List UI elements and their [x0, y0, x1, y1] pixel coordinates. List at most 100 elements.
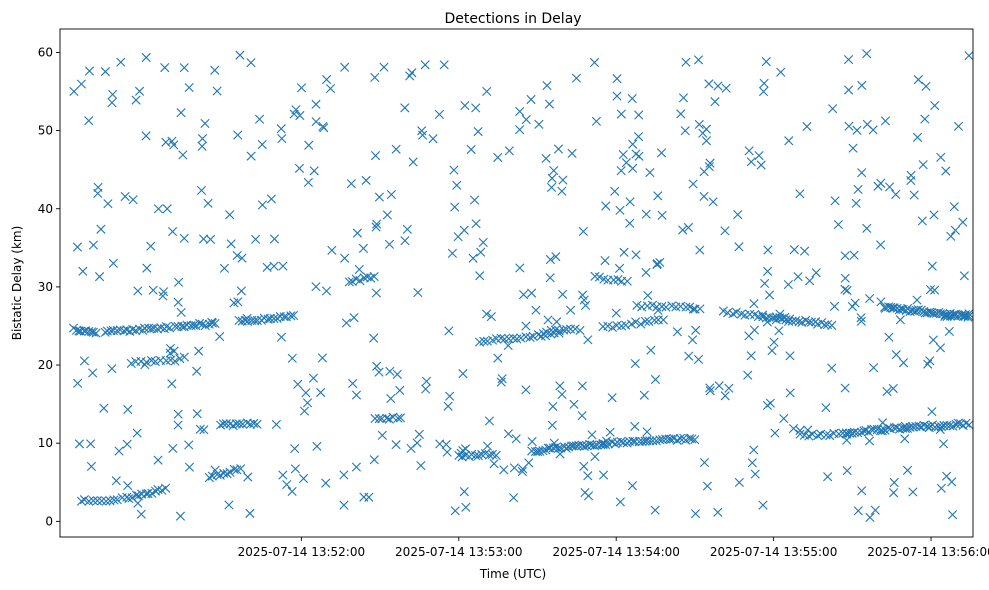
- detection-point: [547, 420, 557, 430]
- detection-point: [552, 317, 562, 327]
- detection-point-track: [936, 422, 947, 432]
- detection-point-track: [804, 317, 814, 327]
- detection-point: [929, 210, 939, 220]
- detection-point-track: [499, 334, 510, 344]
- detection-point-track: [889, 303, 899, 313]
- detection-point: [142, 263, 152, 273]
- detection-point: [482, 441, 493, 451]
- detection-point: [86, 461, 97, 472]
- detection-point: [219, 263, 230, 273]
- detection-point: [134, 86, 145, 96]
- detection-point: [750, 469, 760, 479]
- detection-point: [789, 245, 799, 255]
- detection-point: [441, 439, 451, 450]
- detection-point-track: [964, 420, 974, 430]
- detection-point-track: [124, 493, 134, 504]
- chart-title: Detections in Delay: [444, 11, 581, 27]
- detection-point: [128, 195, 138, 205]
- detection-point-track: [76, 496, 87, 506]
- detection-point-track: [347, 276, 357, 287]
- detection-point: [964, 51, 974, 61]
- detection-point: [876, 297, 886, 307]
- detection-point: [497, 374, 507, 384]
- detection-point: [420, 60, 430, 70]
- detection-point: [875, 240, 886, 250]
- detection-point: [762, 266, 773, 276]
- detection-point: [705, 383, 715, 393]
- detection-point: [776, 67, 786, 77]
- detection-point: [322, 74, 332, 85]
- detection-point: [724, 383, 734, 393]
- detection-point: [452, 180, 462, 190]
- detection-point-track: [236, 464, 246, 474]
- detection-point: [471, 103, 481, 113]
- detection-point: [758, 86, 769, 97]
- detection-point-track: [252, 419, 262, 429]
- detection-point: [764, 290, 775, 300]
- detection-point: [607, 393, 617, 403]
- detection-point: [287, 353, 297, 363]
- detection-point: [444, 326, 454, 336]
- detection-point: [469, 195, 480, 205]
- detection-point: [833, 219, 843, 230]
- detection-point: [122, 439, 132, 449]
- detection-point: [348, 378, 358, 389]
- detection-point: [805, 276, 815, 286]
- detection-point: [232, 250, 242, 261]
- detection-point: [317, 353, 327, 363]
- detection-point: [889, 488, 899, 498]
- detection-point: [678, 225, 688, 235]
- detection-point: [407, 68, 417, 78]
- detection-point: [848, 143, 858, 153]
- detection-point: [246, 151, 256, 161]
- detection-point-track: [177, 321, 187, 331]
- detection-point: [733, 209, 743, 220]
- detection-point-track: [731, 307, 741, 317]
- detection-point: [708, 197, 718, 207]
- detection-point: [179, 63, 189, 73]
- detection-point: [743, 370, 753, 380]
- detection-point: [162, 204, 172, 214]
- detection-point: [379, 62, 389, 72]
- detection-point: [557, 186, 567, 196]
- detection-point: [657, 210, 667, 220]
- detection-point: [633, 132, 644, 142]
- detection-point-track: [636, 319, 646, 329]
- detection-point: [76, 79, 86, 89]
- detection-point: [434, 109, 444, 120]
- detection-point: [830, 196, 840, 206]
- detection-point: [579, 295, 589, 305]
- detection-point: [925, 285, 936, 295]
- detection-point-track: [649, 315, 660, 325]
- detection-point: [800, 246, 810, 256]
- detection-point: [891, 350, 901, 360]
- detection-point: [783, 279, 793, 290]
- detection-point-track: [88, 496, 98, 506]
- detection-point: [614, 263, 625, 273]
- detection-point-track: [525, 332, 535, 342]
- detection-point: [339, 500, 349, 510]
- detection-point: [793, 272, 803, 282]
- detection-point: [558, 289, 568, 299]
- detection-point: [210, 465, 220, 475]
- detection-point: [371, 288, 381, 298]
- detection-point: [788, 423, 799, 434]
- detection-point-track: [160, 483, 171, 493]
- detection-point: [271, 419, 281, 430]
- detection-point: [503, 340, 513, 351]
- detection-point: [304, 140, 314, 150]
- detection-point-track: [861, 425, 871, 435]
- detection-point: [386, 393, 396, 404]
- detection-point: [921, 81, 931, 91]
- detection-point: [301, 388, 311, 398]
- detection-point: [656, 148, 667, 158]
- detection-point-track: [806, 317, 816, 327]
- detection-point: [705, 386, 715, 396]
- x-axis-label: Time (UTC): [479, 567, 546, 581]
- detection-point: [197, 134, 208, 144]
- detection-point: [215, 331, 225, 342]
- detection-point: [450, 506, 460, 516]
- detection-point: [278, 261, 288, 271]
- detection-point: [634, 110, 644, 120]
- detection-point-track: [888, 303, 898, 313]
